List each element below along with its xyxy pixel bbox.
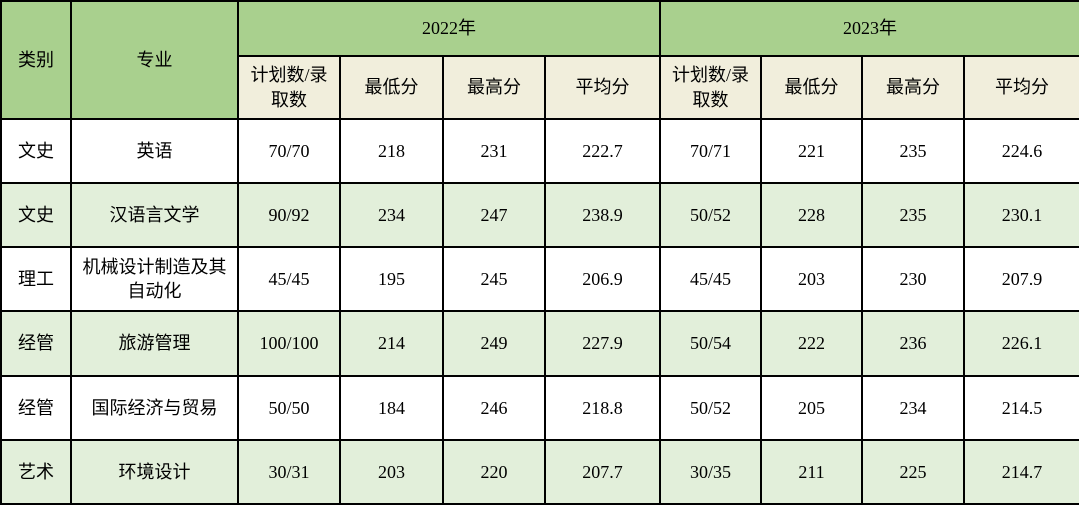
cell-major: 旅游管理 <box>70 310 239 377</box>
cell-2022-avg: 222.7 <box>544 117 661 185</box>
cell-2022-avg: 238.9 <box>544 182 661 249</box>
cell-2022-max: 231 <box>442 117 546 185</box>
cell-2022-max: 220 <box>442 438 546 505</box>
header-cell-2023-max: 最高分 <box>861 55 965 120</box>
cell-2023-avg: 214.7 <box>963 438 1079 505</box>
header-cell-2022-avg: 平均分 <box>544 55 661 120</box>
cell-2023-plan: 50/52 <box>659 182 762 249</box>
cell-2022-min: 214 <box>339 310 444 377</box>
header-row-years: 类别 专业 2022年 2023年 <box>0 0 1079 120</box>
cell-2023-min: 203 <box>760 246 863 313</box>
cell-category: 文史 <box>0 182 72 249</box>
cell-category: 经管 <box>0 310 72 377</box>
header-cell-2022-min: 最低分 <box>339 55 444 120</box>
header-cell-2022-plan: 计划数/录取数 <box>237 55 341 120</box>
header-cell-year-2023: 2023年 <box>659 0 1079 57</box>
cell-2022-plan: 30/31 <box>237 438 341 505</box>
cell-2023-plan: 45/45 <box>659 246 762 313</box>
cell-2023-avg: 226.1 <box>963 310 1079 377</box>
cell-2023-max: 230 <box>861 246 965 313</box>
cell-2023-avg: 207.9 <box>963 246 1079 313</box>
cell-2023-max: 235 <box>861 117 965 185</box>
cell-2022-max: 245 <box>442 246 546 313</box>
cell-2023-max: 235 <box>861 182 965 249</box>
cell-2023-min: 221 <box>760 117 863 185</box>
header-cell-2023-min: 最低分 <box>760 55 863 120</box>
header-cell-year-2022: 2022年 <box>237 0 661 57</box>
cell-2023-max: 236 <box>861 310 965 377</box>
cell-2023-min: 205 <box>760 374 863 441</box>
table-row: 理工 机械设计制造及其自动化 45/45 195 245 206.9 45/45… <box>0 246 1079 313</box>
cell-major: 机械设计制造及其自动化 <box>70 246 239 313</box>
header-cell-2022-max: 最高分 <box>442 55 546 120</box>
cell-2023-min: 211 <box>760 438 863 505</box>
cell-category: 艺术 <box>0 438 72 505</box>
cell-2023-plan: 50/52 <box>659 374 762 441</box>
cell-category: 文史 <box>0 117 72 185</box>
table-row: 经管 国际经济与贸易 50/50 184 246 218.8 50/52 205… <box>0 374 1079 441</box>
cell-2022-avg: 218.8 <box>544 374 661 441</box>
cell-2022-plan: 50/50 <box>237 374 341 441</box>
cell-2022-min: 234 <box>339 182 444 249</box>
cell-2022-min: 203 <box>339 438 444 505</box>
cell-2023-min: 222 <box>760 310 863 377</box>
cell-2022-plan: 70/70 <box>237 117 341 185</box>
cell-2023-min: 228 <box>760 182 863 249</box>
cell-2023-plan: 70/71 <box>659 117 762 185</box>
cell-2022-max: 247 <box>442 182 546 249</box>
header-cell-2023-plan: 计划数/录取数 <box>659 55 762 120</box>
table-row: 经管 旅游管理 100/100 214 249 227.9 50/54 222 … <box>0 310 1079 377</box>
cell-major: 环境设计 <box>70 438 239 505</box>
cell-major: 英语 <box>70 117 239 185</box>
cell-2023-avg: 224.6 <box>963 117 1079 185</box>
header-cell-major: 专业 <box>70 0 239 120</box>
cell-category: 理工 <box>0 246 72 313</box>
cell-major: 汉语言文学 <box>70 182 239 249</box>
cell-2022-avg: 227.9 <box>544 310 661 377</box>
cell-2022-avg: 206.9 <box>544 246 661 313</box>
header-cell-2023-avg: 平均分 <box>963 55 1079 120</box>
cell-2022-avg: 207.7 <box>544 438 661 505</box>
table-row: 艺术 环境设计 30/31 203 220 207.7 30/35 211 22… <box>0 438 1079 505</box>
cell-2023-avg: 230.1 <box>963 182 1079 249</box>
cell-2022-plan: 90/92 <box>237 182 341 249</box>
cell-2022-plan: 45/45 <box>237 246 341 313</box>
cell-major: 国际经济与贸易 <box>70 374 239 441</box>
cell-2023-max: 225 <box>861 438 965 505</box>
cell-2022-min: 218 <box>339 117 444 185</box>
cell-2023-plan: 50/54 <box>659 310 762 377</box>
cell-2022-min: 195 <box>339 246 444 313</box>
cell-2022-min: 184 <box>339 374 444 441</box>
cell-category: 经管 <box>0 374 72 441</box>
cell-2023-max: 234 <box>861 374 965 441</box>
cell-2022-max: 249 <box>442 310 546 377</box>
cell-2023-plan: 30/35 <box>659 438 762 505</box>
table-row: 文史 汉语言文学 90/92 234 247 238.9 50/52 228 2… <box>0 182 1079 249</box>
table-row: 文史 英语 70/70 218 231 222.7 70/71 221 235 … <box>0 117 1079 185</box>
header-row-metrics: 计划数/录取数 最低分 最高分 平均分 计划数/录取数 最低分 最高分 平均分 <box>1 55 1079 120</box>
cell-2022-plan: 100/100 <box>237 310 341 377</box>
header-cell-category: 类别 <box>0 0 72 120</box>
cell-2022-max: 246 <box>442 374 546 441</box>
cell-2023-avg: 214.5 <box>963 374 1079 441</box>
